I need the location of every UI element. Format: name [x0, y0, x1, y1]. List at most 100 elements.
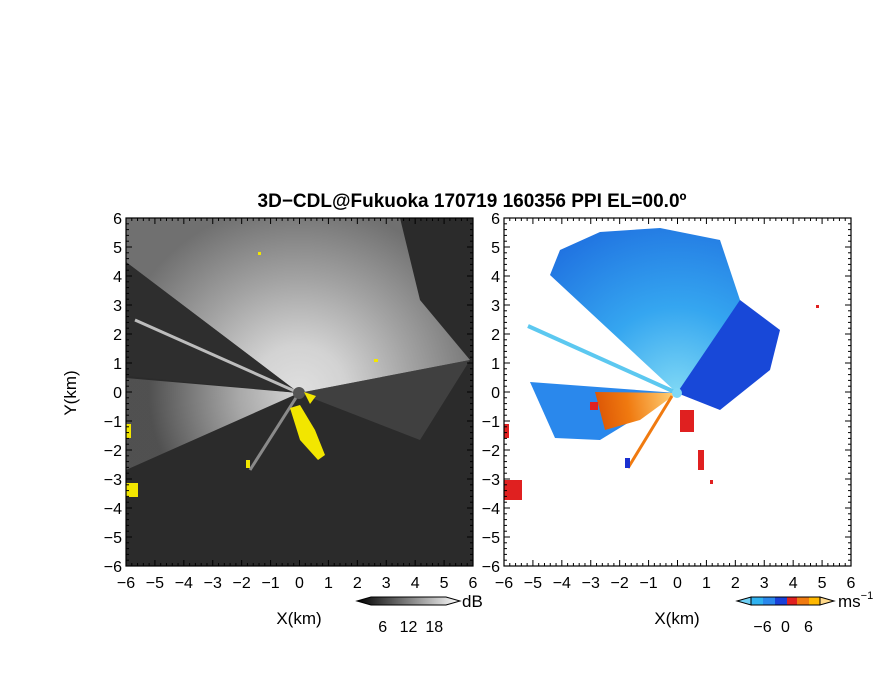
reflectivity-fan-upper — [126, 218, 470, 393]
velocity-colorbar-seg — [775, 597, 787, 605]
velocity-speckle — [698, 450, 704, 470]
colorbar-tick-label: −6 — [753, 619, 771, 636]
velocity-xlabel: X(km) — [654, 609, 699, 628]
x-tick-label: −1 — [639, 575, 657, 592]
colorbar-tick-label: 12 — [400, 619, 418, 636]
velocity-colorbar-seg — [751, 597, 763, 605]
x-tick-label: 2 — [731, 575, 740, 592]
x-tick-label: 5 — [818, 575, 827, 592]
colorbar-tick-label: 6 — [378, 619, 387, 636]
x-tick-label: 3 — [760, 575, 769, 592]
y-tick-label: 6 — [113, 211, 122, 228]
reflectivity-field — [126, 218, 470, 497]
x-tick-label: 2 — [353, 575, 362, 592]
x-tick-label: 1 — [702, 575, 711, 592]
reflectivity-fan-lower — [126, 378, 299, 470]
reflectivity-colorbar-unit: dB — [462, 592, 483, 611]
velocity-beam-south — [626, 395, 674, 469]
y-tick-label: 6 — [491, 211, 500, 228]
colorbar-tick-label: 0 — [781, 619, 790, 636]
x-tick-label: −6 — [117, 575, 135, 592]
x-tick-label: 3 — [382, 575, 391, 592]
y-tick-label: −1 — [482, 414, 500, 431]
x-tick-label: −5 — [524, 575, 542, 592]
velocity-colorbar-seg — [787, 597, 797, 605]
velocity-colorbar-seg — [809, 597, 820, 605]
velocity-beam — [527, 324, 678, 395]
y-tick-label: −5 — [104, 530, 122, 547]
reflectivity-xlabel: X(km) — [276, 609, 321, 628]
velocity-tick-labels: −6 −5 −4 −3 −2 −1 0 1 2 3 4 5 6 −6 −5 −4 −3 −2 −1 0 1 2 3 4 5 6 — [482, 211, 856, 592]
clutter-patch — [126, 424, 131, 438]
clutter-patch — [304, 392, 316, 404]
x-tick-label: 5 — [440, 575, 449, 592]
y-tick-label: −4 — [482, 501, 500, 518]
y-tick-label: 1 — [113, 356, 122, 373]
y-tick-label: 2 — [491, 327, 500, 344]
velocity-speckle — [816, 305, 819, 308]
velocity-speckle — [590, 402, 598, 410]
y-tick-label: −6 — [104, 559, 122, 576]
reflectivity-shadow-wedge — [126, 262, 299, 393]
colorbar-tick-label: 18 — [425, 619, 443, 636]
x-tick-label: −4 — [175, 575, 193, 592]
x-tick-label: 6 — [469, 575, 478, 592]
x-tick-label: 4 — [789, 575, 798, 592]
colorbar-tick-label: 6 — [804, 619, 813, 636]
x-tick-label: 4 — [411, 575, 420, 592]
x-tick-label: −2 — [233, 575, 251, 592]
clutter-patch — [290, 405, 325, 460]
reflectivity-colorbar-bar — [355, 596, 462, 606]
y-tick-label: −3 — [482, 472, 500, 489]
velocity-speckle — [504, 424, 509, 438]
reflectivity-tick-labels: −6 −5 −4 −3 −2 −1 0 1 2 3 4 5 6 −6 −5 −4 −3 −2 −1 0 1 2 3 4 5 6 — [104, 211, 478, 592]
x-tick-label: −6 — [495, 575, 513, 592]
velocity-colorbar-unit: ms−1 — [838, 590, 873, 611]
y-tick-label: −6 — [482, 559, 500, 576]
y-tick-label: −5 — [482, 530, 500, 547]
y-tick-label: 5 — [491, 240, 500, 257]
y-tick-label: 4 — [113, 269, 122, 286]
clutter-patch — [246, 460, 250, 468]
velocity-field — [504, 228, 819, 500]
reflectivity-ticks — [125, 217, 474, 567]
velocity-colorbar-unit-exp: −1 — [861, 590, 874, 602]
x-tick-label: −3 — [582, 575, 600, 592]
reflectivity-colorbar: dB 6 12 18 — [355, 592, 483, 636]
velocity-speckle — [710, 480, 713, 484]
y-tick-label: 3 — [113, 298, 122, 315]
velocity-speckle — [680, 410, 694, 432]
y-tick-label: 3 — [491, 298, 500, 315]
reflectivity-ylabel: Y(km) — [61, 370, 80, 415]
y-tick-label: −2 — [482, 443, 500, 460]
velocity-panel: −6 −5 −4 −3 −2 −1 0 1 2 3 4 5 6 −6 −5 −4 −3 −2 −1 0 1 2 3 4 5 6 X… — [482, 211, 873, 636]
velocity-fan-east — [677, 300, 780, 410]
x-tick-label: −3 — [204, 575, 222, 592]
y-tick-label: 0 — [113, 385, 122, 402]
x-tick-label: −5 — [146, 575, 164, 592]
reflectivity-weak-east — [299, 360, 470, 440]
velocity-ticks — [503, 217, 852, 567]
clutter-patch — [258, 252, 261, 255]
y-tick-label: −1 — [104, 414, 122, 431]
y-tick-label: 0 — [491, 385, 500, 402]
reflectivity-beam-south — [248, 392, 301, 471]
clutter-patch — [374, 359, 378, 362]
y-tick-label: −2 — [104, 443, 122, 460]
x-tick-label: 0 — [295, 575, 304, 592]
velocity-colorbar-seg — [763, 597, 775, 605]
velocity-colorbar-seg — [797, 597, 809, 605]
y-tick-label: 2 — [113, 327, 122, 344]
velocity-fan-receding — [595, 392, 677, 430]
x-tick-label: −2 — [611, 575, 629, 592]
velocity-colorbar: ms−1 −6 0 6 — [735, 590, 873, 636]
y-tick-label: 5 — [113, 240, 122, 257]
radar-site-left — [293, 387, 305, 399]
y-tick-label: 4 — [491, 269, 500, 286]
velocity-speckle — [504, 480, 522, 500]
y-tick-label: 1 — [491, 356, 500, 373]
y-tick-label: −3 — [104, 472, 122, 489]
velocity-colorbar-left-arrow — [735, 596, 752, 606]
x-tick-label: 0 — [673, 575, 682, 592]
